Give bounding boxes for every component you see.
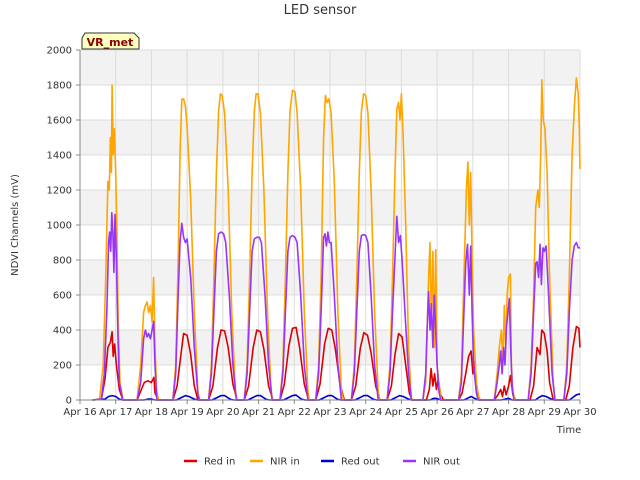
legend-item-nir-out: NIR out	[403, 457, 460, 468]
chart-title: LED sensor	[284, 3, 357, 18]
y-tick-label: 400	[53, 326, 72, 337]
legend-item-red-out: Red out	[321, 457, 380, 468]
y-tick-label: 800	[53, 256, 72, 267]
x-tick-label: Apr 21	[242, 407, 275, 418]
x-tick-label: Apr 16	[63, 407, 96, 418]
x-tick-label: Apr 28	[492, 407, 525, 418]
x-axis-title: Time	[556, 425, 581, 436]
x-tick-label: Apr 22	[278, 407, 311, 418]
y-tick-label: 200	[53, 361, 72, 372]
legend-label: Red in	[204, 457, 235, 468]
x-tick-label: Apr 27	[456, 407, 489, 418]
y-tick-label: 1200	[47, 186, 72, 197]
x-tick-label: Apr 29	[528, 407, 561, 418]
y-tick-label: 0	[66, 396, 72, 407]
x-tick-label: Apr 26	[421, 407, 454, 418]
legend-item-nir-in: NIR in	[250, 457, 300, 468]
y-axis-title: NDVI Channels (mV)	[10, 174, 21, 276]
x-tick-label: Apr 25	[385, 407, 418, 418]
y-tick-label: 2000	[47, 46, 72, 57]
x-tick-label: Apr 24	[349, 407, 382, 418]
legend-label: NIR out	[423, 457, 460, 468]
badge-box	[81, 32, 140, 50]
y-tick-label: 600	[53, 291, 72, 302]
legend-label: NIR in	[270, 457, 300, 468]
x-tick-label: Apr 17	[99, 407, 132, 418]
axes: 0 200 400 600 800 1000 1200 1400 1600 1800 2000 Apr…	[47, 46, 597, 419]
y-tick-label: 1800	[47, 81, 72, 92]
y-tick-label: 1400	[47, 151, 72, 162]
legend-label: Red out	[341, 457, 380, 468]
x-tick-label: Apr 18	[135, 407, 168, 418]
x-tick-label: Apr 20	[206, 407, 239, 418]
vr-met-badge: VR_met	[81, 32, 140, 50]
y-tick-label: 1600	[47, 116, 72, 127]
legend-item-red-in: Red in	[184, 457, 235, 468]
badge-label: VR_met	[87, 36, 134, 49]
legend: Red in NIR in Red out NIR out	[184, 457, 460, 468]
x-tick-label: Apr 30	[563, 407, 596, 418]
x-tick-label: Apr 19	[171, 407, 204, 418]
x-tick-label: Apr 23	[313, 407, 346, 418]
y-tick-label: 1000	[47, 221, 72, 232]
series-line-nir-out	[92, 212, 580, 401]
